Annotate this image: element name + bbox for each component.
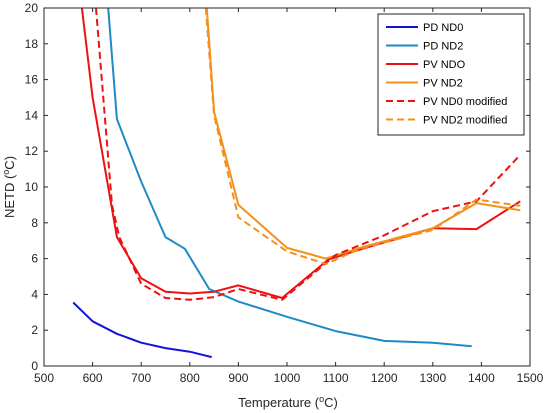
x-axis-title: Temperature (oC): [238, 394, 338, 410]
y-tick-label: 16: [25, 73, 39, 87]
y-tick-label: 20: [25, 1, 39, 15]
y-tick-label: 2: [31, 323, 38, 337]
series-line-1: [72, 301, 212, 359]
legend-label: PD ND2: [423, 41, 463, 53]
x-tick-label: 1100: [323, 371, 349, 385]
y-tick-label: 6: [31, 252, 38, 266]
legend: PD ND0 PD ND2 PV NDO PV ND2 PV ND0 modified P…: [377, 13, 525, 136]
legend-label: PV ND0 modified: [423, 96, 507, 108]
y-tick-label: 8: [31, 216, 38, 230]
series-line-4: [205, 8, 521, 260]
series-line-2: [107, 8, 472, 348]
series-line-5: [95, 8, 522, 301]
x-tick-label: 1200: [371, 371, 398, 385]
x-tick-label: 1000: [274, 371, 301, 385]
x-tick-label: 900: [228, 371, 248, 385]
legend-label: PV NDO: [423, 59, 466, 71]
legend-label: PV ND2 modified: [423, 115, 507, 127]
y-tick-label: 4: [31, 287, 38, 301]
x-tick-label: 1300: [419, 371, 446, 385]
plot-area: [72, 8, 522, 359]
x-tick-label: 600: [83, 371, 103, 385]
x-tick-label: 1500: [517, 371, 544, 385]
x-tick-label: 1400: [468, 371, 495, 385]
legend-label: PD ND0: [423, 22, 463, 34]
legend-box: [377, 13, 525, 136]
x-tick-label: 800: [180, 371, 200, 385]
x-tick-label: 500: [34, 371, 54, 385]
y-tick-label: 0: [31, 359, 38, 373]
x-tick-label: 700: [131, 371, 151, 385]
y-axis-title: NETD (oC): [1, 156, 17, 218]
legend-label: PV ND2: [423, 78, 463, 90]
y-tick-label: 12: [25, 144, 39, 158]
y-tick-label: 10: [25, 180, 39, 194]
axes: 500 600 700 800 900 1000 1100 1200 1300 1400 1500 0…: [25, 1, 544, 385]
series-line-6: [204, 8, 521, 265]
y-tick-label: 14: [25, 108, 39, 122]
y-tick-label: 18: [25, 37, 39, 51]
